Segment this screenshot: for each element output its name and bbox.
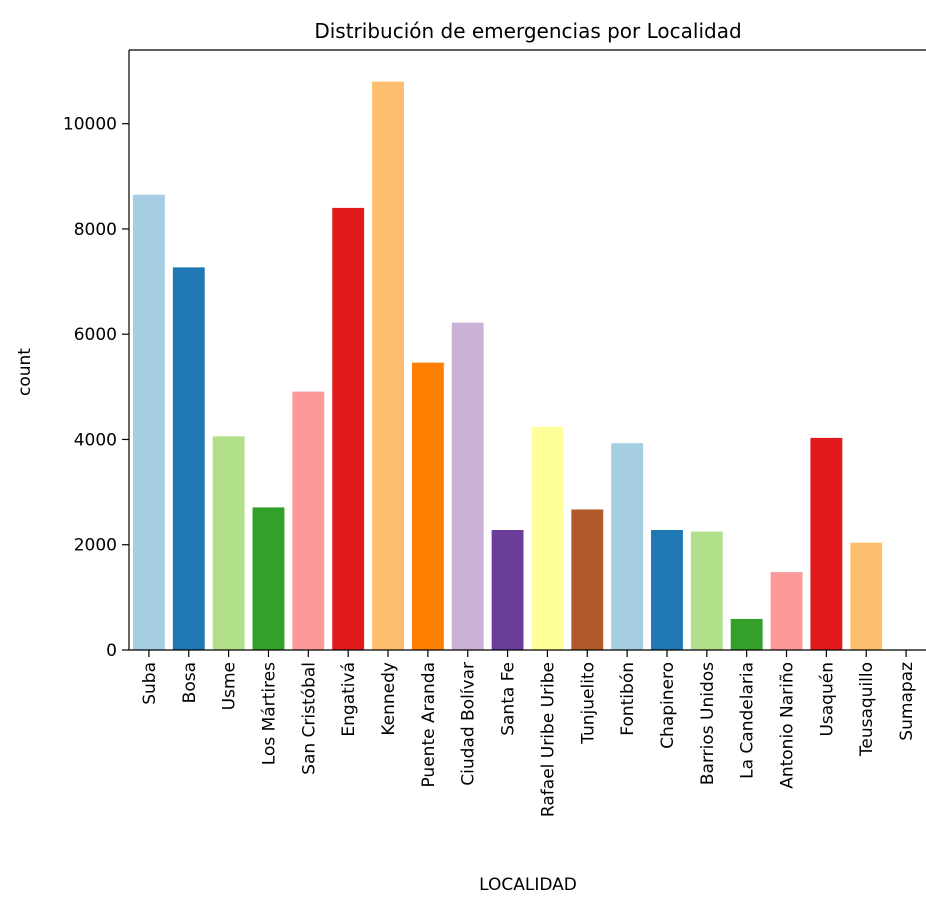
x-tick-label-2: Usme bbox=[220, 662, 240, 710]
x-tick-label-13: Chapinero bbox=[658, 662, 678, 749]
y-axis-ticks: 0 2000 4000 6000 8000 10000 bbox=[63, 115, 129, 661]
y-tick-label-2: 4000 bbox=[74, 430, 117, 450]
x-tick-label-18: Teusaquillo bbox=[857, 662, 877, 757]
y-tick-label-5: 10000 bbox=[63, 115, 117, 135]
x-axis-ticks: Suba Bosa Usme Los Mártires San Cristóbal Eng… bbox=[140, 650, 917, 817]
x-tick-label-1: Bosa bbox=[180, 662, 200, 703]
y-tick-label-0: 0 bbox=[106, 641, 117, 661]
bar-12 bbox=[611, 443, 644, 650]
x-tick-label-8: Ciudad Bolívar bbox=[459, 662, 479, 786]
bar-17 bbox=[810, 437, 843, 650]
x-tick-label-0: Suba bbox=[140, 662, 160, 705]
x-tick-label-12: Fontibón bbox=[618, 662, 638, 736]
bar-10 bbox=[531, 426, 564, 650]
bar-1 bbox=[172, 267, 205, 650]
x-tick-label-15: La Candelaria bbox=[738, 662, 758, 779]
bar-4 bbox=[292, 391, 325, 650]
bar-7 bbox=[411, 362, 444, 650]
x-tick-label-7: Puente Aranda bbox=[419, 662, 439, 788]
bar-5 bbox=[332, 207, 365, 650]
bar-11 bbox=[571, 509, 604, 650]
bar-16 bbox=[770, 572, 803, 650]
y-tick-label-3: 6000 bbox=[74, 325, 117, 345]
x-tick-label-5: Engativá bbox=[339, 662, 359, 737]
bar-8 bbox=[451, 322, 484, 650]
y-axis-label: count bbox=[15, 348, 35, 396]
x-tick-label-9: Santa Fe bbox=[499, 662, 519, 736]
x-tick-label-4: San Cristóbal bbox=[299, 662, 319, 775]
x-axis-label: LOCALIDAD bbox=[479, 875, 577, 895]
x-tick-label-16: Antonio Nariño bbox=[778, 662, 798, 789]
plot-area bbox=[128, 49, 926, 651]
bar-2 bbox=[212, 436, 245, 650]
bar-9 bbox=[491, 530, 524, 650]
bar-3 bbox=[252, 507, 285, 650]
y-tick-label-1: 2000 bbox=[74, 536, 117, 556]
x-tick-label-17: Usaquén bbox=[817, 662, 837, 737]
bar-6 bbox=[372, 81, 404, 650]
x-tick-label-11: Tunjuelito bbox=[578, 662, 598, 745]
x-tick-label-19: Sumapaz bbox=[897, 662, 917, 741]
bar-14 bbox=[690, 531, 723, 650]
bar-13 bbox=[651, 530, 683, 650]
bar-15 bbox=[730, 618, 763, 650]
bar-0 bbox=[132, 194, 165, 651]
x-tick-label-3: Los Mártires bbox=[259, 662, 279, 765]
x-tick-label-10: Rafael Uribe Uribe bbox=[538, 662, 558, 817]
x-tick-label-6: Kennedy bbox=[379, 662, 399, 736]
bar-18 bbox=[850, 542, 883, 650]
y-tick-label-4: 8000 bbox=[74, 220, 117, 240]
chart-title: Distribución de emergencias por Localida… bbox=[314, 19, 741, 43]
x-tick-label-14: Barrios Unidos bbox=[698, 662, 718, 785]
